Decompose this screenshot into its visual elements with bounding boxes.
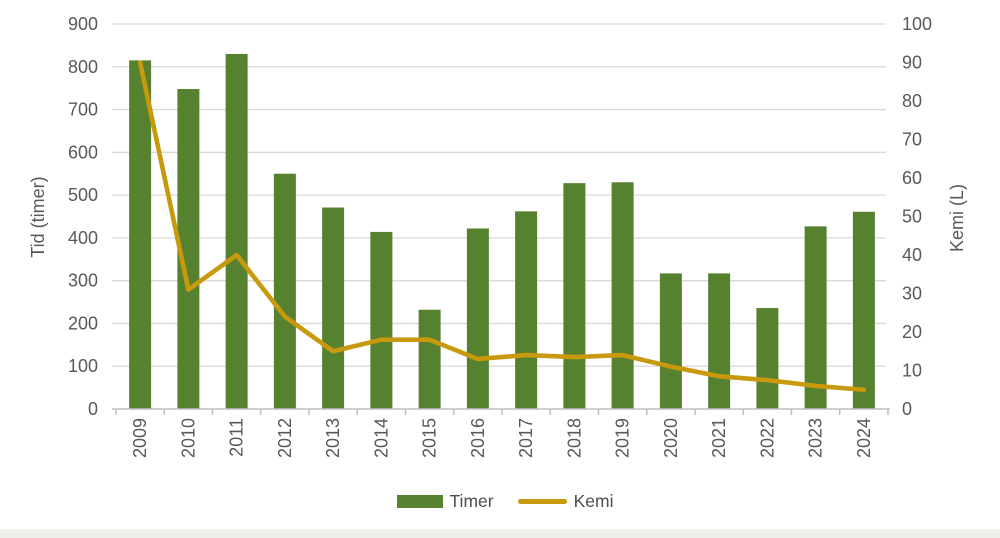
left-axis-tick-labels: 0 100 200 300 400 500 600 700 800 900 [68, 14, 98, 419]
left-axis-title: Tid (timer) [28, 176, 48, 257]
svg-text:2022: 2022 [757, 418, 777, 458]
page-bottom-strip [0, 529, 1000, 538]
svg-text:2012: 2012 [275, 418, 295, 458]
timer-bar-2011 [225, 53, 248, 409]
svg-text:40: 40 [902, 245, 922, 265]
legend-item-timer: Timer [396, 491, 494, 512]
timer-bar-2017 [515, 211, 538, 409]
timer-bar-2010 [177, 89, 200, 410]
chart-legend: Timer Kemi [0, 491, 1000, 512]
svg-text:0: 0 [88, 399, 98, 419]
kemi-line [137, 60, 867, 393]
svg-text:2016: 2016 [468, 418, 488, 458]
svg-text:2019: 2019 [613, 418, 633, 458]
svg-text:700: 700 [68, 100, 98, 120]
svg-text:800: 800 [68, 57, 98, 77]
timer-bar-2012 [273, 173, 296, 409]
timer-bar-swatch-icon [396, 495, 443, 508]
svg-text:2024: 2024 [854, 418, 874, 458]
svg-text:20: 20 [902, 322, 922, 342]
svg-text:2013: 2013 [323, 418, 343, 458]
legend-label-kemi: Kemi [573, 491, 614, 511]
timer-bar-2016 [466, 228, 489, 409]
legend-item-kemi: Kemi [517, 491, 614, 512]
timer-bars [129, 53, 875, 410]
svg-text:2011: 2011 [227, 418, 247, 457]
svg-text:500: 500 [68, 185, 98, 205]
timer-bar-2023 [804, 226, 827, 409]
legend-label-timer: Timer [449, 491, 494, 511]
timer-bar-2018 [563, 183, 586, 409]
svg-text:100: 100 [68, 356, 98, 376]
svg-text:50: 50 [902, 207, 922, 227]
svg-text:0: 0 [902, 399, 912, 419]
timer-bar-2013 [322, 207, 345, 409]
svg-text:2015: 2015 [420, 418, 440, 458]
timer-bar-2019 [611, 182, 634, 409]
svg-text:60: 60 [902, 168, 922, 188]
svg-text:2018: 2018 [564, 418, 584, 458]
timer-bar-2021 [708, 273, 731, 409]
svg-text:200: 200 [68, 313, 98, 333]
svg-text:90: 90 [902, 53, 922, 73]
svg-text:80: 80 [902, 91, 922, 111]
svg-text:300: 300 [68, 271, 98, 291]
timer-bar-2020 [659, 273, 682, 409]
right-axis-title: Kemi (L) [947, 184, 967, 252]
svg-text:2009: 2009 [130, 418, 150, 458]
timer-bar-2024 [852, 211, 875, 409]
svg-text:100: 100 [902, 14, 932, 34]
timer-bar-2009 [129, 60, 152, 409]
svg-text:2014: 2014 [371, 418, 391, 458]
svg-text:10: 10 [902, 361, 922, 381]
timer-bar-2022 [756, 308, 779, 409]
svg-text:2021: 2021 [709, 418, 729, 458]
timer-bar-2014 [370, 231, 393, 409]
svg-text:600: 600 [68, 142, 98, 162]
svg-text:900: 900 [68, 14, 98, 34]
svg-text:70: 70 [902, 130, 922, 150]
kemi-line-swatch-icon [517, 499, 567, 504]
timer-bar-2015 [418, 309, 441, 409]
svg-text:400: 400 [68, 228, 98, 248]
svg-text:30: 30 [902, 284, 922, 304]
svg-text:2020: 2020 [661, 418, 681, 458]
x-axis [112, 408, 890, 415]
right-axis-tick-labels: 0 10 20 30 40 50 60 70 80 90 100 [902, 14, 932, 419]
svg-text:2017: 2017 [516, 418, 536, 458]
x-axis-labels: 2009 2010 2011 2012 2013 2014 2015 2016 2017 2018… [130, 418, 874, 458]
svg-text:2010: 2010 [178, 418, 198, 458]
svg-text:2023: 2023 [806, 418, 826, 458]
